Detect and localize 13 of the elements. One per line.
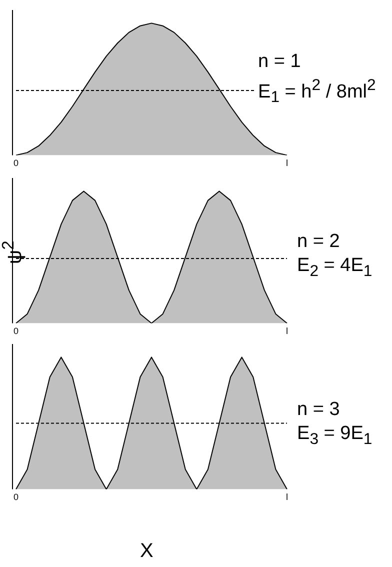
- x-tick-label: 0: [13, 326, 19, 336]
- x-tick-label: 0: [13, 492, 19, 502]
- text: n = 2: [297, 231, 340, 252]
- annotation: E$_{1}$ = h$^{2}$ / 8ml$^{2}$: [258, 77, 376, 106]
- text: E$_{3}$ = 9E$_{1}$: [297, 423, 372, 448]
- x-tick-label: 0: [13, 158, 19, 168]
- text: E$_{2}$ = 4E$_{1}$: [297, 255, 372, 280]
- text: n = 3: [297, 399, 340, 420]
- x-tick-label: l: [286, 492, 288, 502]
- x-axis-title: X: [140, 540, 154, 563]
- x-tick-label: l: [286, 326, 288, 336]
- x-tick-label: l: [286, 158, 288, 168]
- annotation: n = 1: [258, 51, 301, 72]
